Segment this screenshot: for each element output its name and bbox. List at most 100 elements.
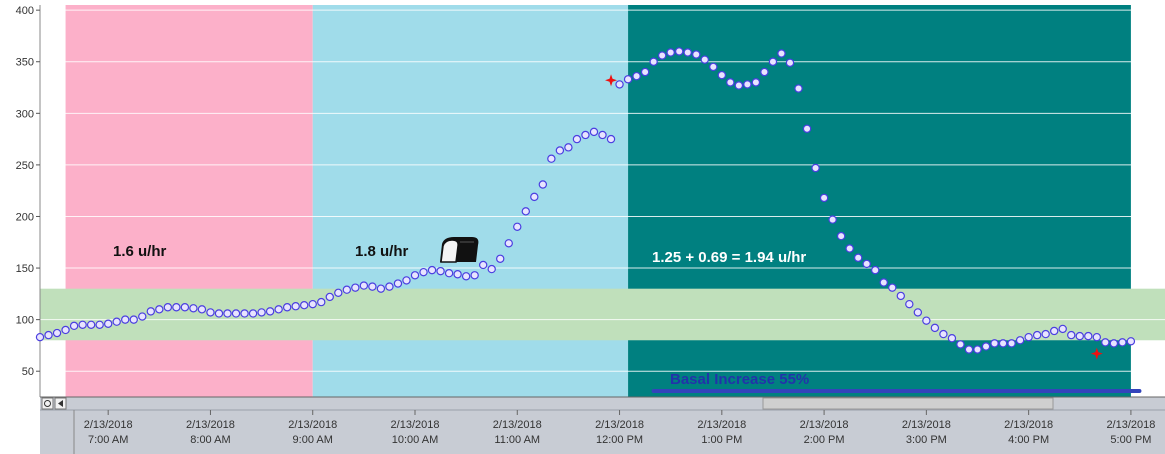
- glucose-point: [172, 303, 181, 312]
- glucose-point: [1058, 324, 1067, 334]
- glucose-point: [1109, 339, 1119, 348]
- y-tick-label: 400: [16, 5, 34, 17]
- glucose-point: [163, 303, 173, 312]
- glucose-point: [231, 309, 241, 318]
- glucose-point: [785, 58, 795, 67]
- glucose-point: [1050, 326, 1059, 336]
- glucose-point: [138, 312, 147, 321]
- glucose-point: [368, 282, 377, 291]
- glucose-point: [896, 291, 905, 301]
- y-tick-label: 350: [16, 57, 34, 69]
- glucose-point: [538, 180, 548, 189]
- glucose-point: [419, 267, 428, 277]
- x-tick-date-label: 2/13/2018: [902, 419, 951, 431]
- x-tick-time-label: 8:00 AM: [190, 434, 230, 446]
- event-markers: [605, 74, 1103, 360]
- glucose-point: [103, 319, 113, 328]
- x-tick-time-label: 5:00 PM: [1110, 434, 1151, 446]
- glucose-point: [78, 320, 87, 329]
- glucose-point: [572, 134, 582, 144]
- glucose-point: [300, 300, 309, 310]
- glucose-point: [487, 264, 496, 274]
- x-tick-time-label: 3:00 PM: [906, 434, 947, 446]
- glucose-point: [265, 307, 275, 316]
- glucose-point: [513, 222, 522, 231]
- glucose-point: [947, 334, 957, 343]
- glucose-point: [95, 320, 104, 329]
- glucose-point: [180, 303, 190, 312]
- glucose-point: [879, 278, 888, 287]
- y-tick-label: 200: [16, 211, 34, 223]
- glucose-point: [1084, 331, 1093, 341]
- glucose-point: [496, 254, 505, 263]
- y-tick-label: 50: [22, 366, 34, 378]
- glucose-point: [521, 207, 530, 216]
- glucose-point: [905, 299, 914, 309]
- glucose-point: [734, 81, 744, 90]
- glucose-point: [334, 288, 343, 298]
- bread-icon: [440, 237, 479, 263]
- glucose-point: [623, 75, 633, 84]
- glucose-point: [385, 282, 394, 291]
- glucose-point: [709, 62, 718, 72]
- glucose-point: [819, 193, 829, 203]
- y-tick-label: 250: [16, 160, 34, 172]
- glucose-point: [981, 342, 991, 351]
- glucose-point: [393, 279, 403, 288]
- glucose-point: [777, 49, 786, 58]
- glucose-point: [666, 48, 675, 57]
- glucose-point: [760, 67, 769, 77]
- scroll-left-button[interactable]: [54, 397, 67, 410]
- glucose-point: [308, 299, 317, 309]
- glucose-point: [615, 80, 624, 89]
- glucose-point: [1075, 331, 1084, 341]
- x-tick-date-label: 2/13/2018: [186, 419, 235, 431]
- glucose-point: [86, 320, 96, 329]
- glucose-point: [402, 276, 411, 285]
- x-tick-date-label: 2/13/2018: [800, 419, 849, 431]
- glucose-point: [257, 308, 266, 317]
- band-1-rate-label: 1.6 u/hr: [113, 243, 167, 260]
- glucose-point: [1092, 332, 1102, 342]
- x-tick-date-label: 2/13/2018: [288, 419, 337, 431]
- y-axis: 50 100 150 200 250 300 350 400: [16, 5, 41, 397]
- glucose-point: [956, 340, 965, 349]
- glucose-point: [453, 270, 462, 279]
- x-tick-date-label: 2/13/2018: [697, 419, 746, 431]
- zoom-reset-button[interactable]: [41, 397, 54, 410]
- x-tick-time-label: 9:00 AM: [293, 434, 333, 446]
- glucose-point: [683, 48, 692, 57]
- glucose-point: [52, 328, 62, 338]
- x-tick-time-label: 2:00 PM: [804, 434, 845, 446]
- x-tick-time-label: 11:00 AM: [494, 434, 540, 446]
- grid-lines: [40, 9, 1165, 372]
- glucose-point: [811, 163, 820, 173]
- glucose-point: [717, 70, 727, 80]
- glucose-point: [44, 330, 53, 340]
- glucose-point: [589, 127, 599, 137]
- glucose-point: [845, 244, 854, 253]
- glucose-point: [794, 84, 803, 93]
- glucose-point: [1015, 336, 1025, 345]
- x-tick-date-label: 2/13/2018: [1004, 419, 1053, 431]
- glucose-point: [189, 304, 198, 313]
- glucose-point: [223, 309, 232, 318]
- glucose-point: [581, 130, 590, 140]
- glucose-point: [802, 124, 812, 133]
- glucose-point: [197, 305, 207, 314]
- glucose-point: [69, 321, 79, 331]
- glucose-point: [888, 283, 897, 292]
- glucose-point: [282, 303, 292, 312]
- glucose-point: [155, 305, 164, 314]
- glucose-point: [129, 315, 138, 324]
- band-2-rate-label: 1.8 u/hr: [355, 243, 409, 260]
- glucose-point: [657, 51, 667, 60]
- glucose-point: [939, 329, 948, 339]
- x-tick-time-label: 10:00 AM: [392, 434, 438, 446]
- glucose-point: [1101, 338, 1110, 347]
- glucose-point: [726, 78, 735, 87]
- glucose-point: [291, 302, 300, 311]
- scrollbar-thumb[interactable]: [762, 397, 1054, 410]
- glucose-point: [325, 292, 334, 302]
